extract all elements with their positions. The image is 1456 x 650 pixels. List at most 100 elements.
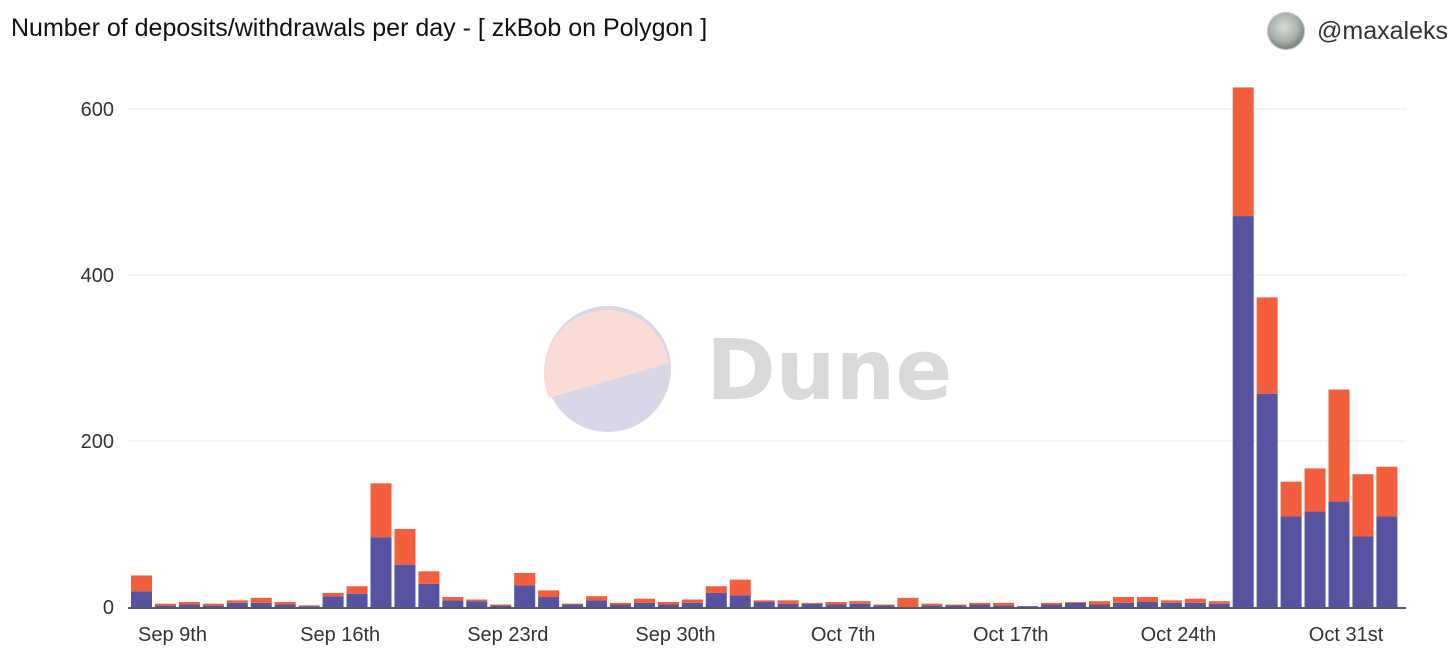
bar-deposit[interactable] (322, 596, 344, 607)
bar-deposit[interactable] (1041, 604, 1063, 607)
bar-deposit[interactable] (178, 604, 200, 607)
bar-deposit[interactable] (921, 605, 943, 607)
bar-withdrawal[interactable] (1352, 474, 1374, 537)
bar-deposit[interactable] (825, 604, 847, 607)
bar-deposit[interactable] (131, 591, 152, 607)
bar-withdrawal[interactable] (1256, 297, 1278, 394)
bar-withdrawal[interactable] (394, 528, 416, 565)
bar-withdrawal[interactable] (610, 602, 631, 605)
author-badge[interactable]: @maxaleks (1267, 12, 1448, 50)
bar-withdrawal[interactable] (514, 572, 536, 586)
bar-deposit[interactable] (1112, 602, 1134, 607)
bar-withdrawal[interactable] (154, 603, 176, 606)
bar-deposit[interactable] (1208, 603, 1230, 607)
bar-deposit[interactable] (945, 605, 967, 607)
bar-deposit[interactable] (1352, 536, 1374, 607)
bar-deposit[interactable] (370, 537, 392, 607)
bar-withdrawal[interactable] (1136, 597, 1158, 603)
bar-deposit[interactable] (1280, 516, 1302, 607)
bar-withdrawal[interactable] (418, 571, 440, 584)
bar-withdrawal[interactable] (226, 600, 248, 603)
bar-withdrawal[interactable] (562, 603, 584, 605)
bar-withdrawal[interactable] (825, 602, 847, 605)
bar-withdrawal[interactable] (202, 603, 224, 606)
bar-deposit[interactable] (274, 604, 296, 607)
bar-deposit[interactable] (753, 602, 775, 607)
bar-deposit[interactable] (202, 605, 224, 607)
bar-withdrawal[interactable] (1184, 598, 1206, 603)
bar-withdrawal[interactable] (849, 601, 871, 604)
bar-deposit[interactable] (1184, 602, 1206, 607)
bar-withdrawal[interactable] (633, 598, 655, 603)
bar-deposit[interactable] (705, 592, 727, 607)
bar-withdrawal[interactable] (298, 605, 320, 607)
bar-withdrawal[interactable] (490, 604, 512, 606)
bar-deposit[interactable] (1328, 501, 1350, 607)
bar-deposit[interactable] (250, 602, 272, 607)
bar-deposit[interactable] (993, 605, 1015, 607)
bar-deposit[interactable] (1017, 606, 1039, 607)
bar-deposit[interactable] (298, 606, 320, 607)
bar-withdrawal[interactable] (586, 596, 608, 601)
bar-withdrawal[interactable] (729, 579, 751, 596)
bar-withdrawal[interactable] (274, 602, 296, 605)
bar-withdrawal[interactable] (777, 600, 799, 604)
bar-deposit[interactable] (657, 604, 679, 607)
bar-withdrawal[interactable] (346, 586, 368, 594)
bar-withdrawal[interactable] (873, 604, 895, 606)
bar-deposit[interactable] (849, 603, 871, 607)
bar-deposit[interactable] (154, 605, 176, 607)
bar-withdrawal[interactable] (322, 592, 344, 597)
bar-deposit[interactable] (346, 593, 368, 607)
bar-deposit[interactable] (1376, 516, 1398, 607)
bar-deposit[interactable] (729, 595, 751, 607)
bar-withdrawal[interactable] (1089, 601, 1110, 605)
bar-withdrawal[interactable] (1280, 481, 1302, 517)
bar-withdrawal[interactable] (250, 597, 272, 603)
bar-deposit[interactable] (633, 602, 655, 607)
bar-withdrawal[interactable] (1160, 600, 1182, 603)
bar-withdrawal[interactable] (1376, 466, 1398, 517)
bar-withdrawal[interactable] (1232, 87, 1254, 217)
bar-deposit[interactable] (969, 604, 991, 607)
bar-deposit[interactable] (466, 601, 488, 607)
bar-withdrawal[interactable] (1304, 468, 1326, 512)
bar-withdrawal[interactable] (993, 602, 1015, 606)
bar-withdrawal[interactable] (442, 597, 464, 601)
bar-withdrawal[interactable] (753, 600, 775, 603)
bar-withdrawal[interactable] (1041, 602, 1063, 605)
bar-deposit[interactable] (1065, 602, 1087, 607)
bar-withdrawal[interactable] (1208, 601, 1230, 604)
bar-deposit[interactable] (1160, 602, 1182, 607)
bar-deposit[interactable] (490, 605, 512, 607)
bar-withdrawal[interactable] (131, 575, 152, 592)
bar-deposit[interactable] (873, 605, 895, 607)
bar-withdrawal[interactable] (538, 590, 560, 598)
bar-withdrawal[interactable] (178, 602, 200, 605)
bar-deposit[interactable] (681, 602, 703, 607)
bar-withdrawal[interactable] (921, 603, 943, 606)
bar-deposit[interactable] (610, 604, 631, 607)
bar-deposit[interactable] (586, 600, 608, 607)
bar-withdrawal[interactable] (466, 599, 488, 602)
bar-deposit[interactable] (1232, 216, 1254, 607)
bar-withdrawal[interactable] (945, 604, 967, 606)
bar-deposit[interactable] (1136, 602, 1158, 607)
bar-deposit[interactable] (1089, 604, 1110, 607)
author-handle[interactable]: @maxaleks (1317, 16, 1448, 45)
bar-withdrawal[interactable] (657, 602, 679, 605)
bar-deposit[interactable] (226, 602, 248, 607)
bar-deposit[interactable] (394, 564, 416, 607)
bar-deposit[interactable] (514, 585, 536, 607)
bar-deposit[interactable] (777, 603, 799, 607)
bar-withdrawal[interactable] (1112, 597, 1134, 603)
bar-withdrawal[interactable] (1065, 602, 1087, 603)
bar-withdrawal[interactable] (370, 483, 392, 538)
bar-deposit[interactable] (801, 603, 823, 607)
bar-deposit[interactable] (538, 597, 560, 607)
bar-deposit[interactable] (1304, 511, 1326, 607)
bar-deposit[interactable] (1256, 393, 1278, 607)
bar-deposit[interactable] (442, 600, 464, 607)
bar-withdrawal[interactable] (897, 597, 919, 607)
bar-withdrawal[interactable] (969, 602, 991, 605)
